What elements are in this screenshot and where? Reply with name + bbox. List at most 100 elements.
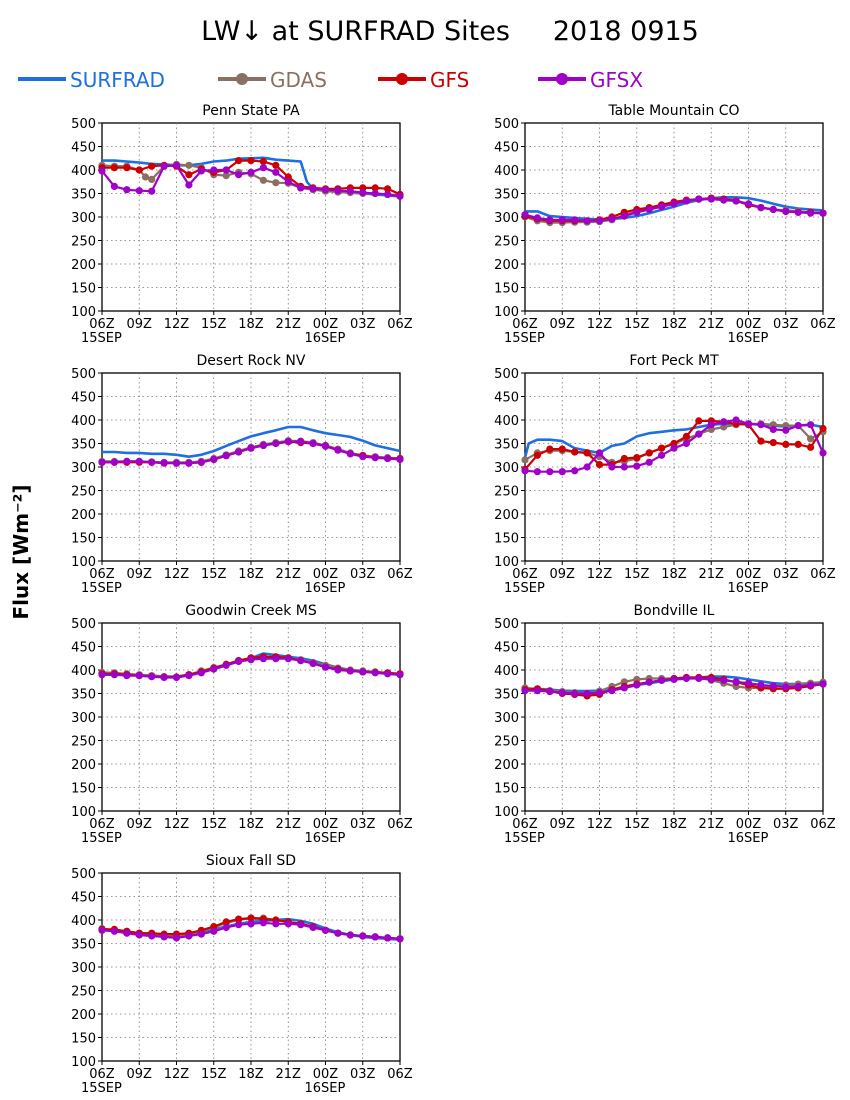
- y-tick-label: 200: [71, 258, 96, 273]
- data-point: [384, 454, 392, 463]
- x-tick-label: 00Z: [736, 567, 762, 582]
- data-point: [371, 189, 379, 198]
- data-point: [284, 438, 292, 446]
- x-date-label: 15SEP: [81, 581, 122, 596]
- data-point: [160, 673, 168, 682]
- x-tick-label: 12Z: [164, 1067, 190, 1082]
- x-date-label: 16SEP: [728, 581, 769, 596]
- x-tick-label: 06Z: [89, 317, 115, 332]
- x-tick-label: 06Z: [512, 817, 538, 832]
- data-point: [222, 166, 230, 174]
- x-tick-label: 00Z: [736, 817, 762, 832]
- data-point: [396, 935, 404, 943]
- data-point: [247, 157, 255, 165]
- y-tick-label: 300: [494, 711, 519, 726]
- data-point: [259, 157, 267, 166]
- data-point: [185, 672, 193, 680]
- data-point: [334, 446, 342, 454]
- data-point: [807, 681, 815, 689]
- panel-desert-rock-nv: Desert Rock NV 100 150 200 250 300 350 400 450 50…: [71, 353, 413, 596]
- data-point: [757, 437, 765, 445]
- y-tick-label: 200: [71, 508, 96, 523]
- y-tick-label: 400: [71, 164, 96, 179]
- x-tick-label: 09Z: [127, 567, 153, 582]
- y-tick-label: 450: [494, 641, 519, 656]
- data-point: [148, 458, 156, 466]
- data-point: [744, 200, 753, 208]
- data-point: [819, 424, 827, 433]
- series-gfsx: [98, 161, 404, 200]
- y-tick-label: 100: [71, 805, 96, 820]
- x-tick-label: 09Z: [127, 1067, 153, 1082]
- data-point: [757, 204, 765, 212]
- data-point: [620, 212, 628, 220]
- data-point: [670, 200, 678, 208]
- x-tick-label: 15Z: [624, 317, 650, 332]
- data-point: [757, 681, 765, 689]
- series-gfsx: [98, 655, 404, 682]
- panel-goodwin-creek-ms: Goodwin Creek MS 100 150 200 250 300 350 400 450…: [71, 603, 413, 846]
- data-point: [247, 168, 255, 176]
- y-tick-label: 300: [71, 711, 96, 726]
- data-point: [160, 162, 168, 170]
- x-tick-label: 18Z: [238, 317, 264, 332]
- y-tick-label: 100: [494, 305, 519, 320]
- data-point: [695, 430, 703, 438]
- data-point: [222, 923, 230, 932]
- data-point: [744, 679, 753, 687]
- series-gfsx: [521, 416, 827, 476]
- data-point: [309, 185, 317, 193]
- x-tick-label: 18Z: [661, 817, 687, 832]
- legend-item-gfs: GFS: [378, 68, 469, 92]
- data-point: [521, 687, 529, 695]
- data-point: [309, 659, 317, 668]
- x-tick-label: 21Z: [699, 817, 725, 832]
- panel-bondville-il: Bondville IL 100 150 200 250 300 350 400 450 500 0…: [494, 603, 836, 846]
- data-point: [732, 197, 740, 205]
- data-point: [819, 680, 827, 688]
- data-point: [571, 448, 579, 456]
- data-point: [521, 211, 529, 219]
- data-point: [359, 453, 367, 461]
- data-point: [359, 932, 367, 940]
- data-point: [297, 438, 305, 446]
- data-point: [98, 458, 106, 466]
- y-tick-label: 500: [71, 367, 96, 382]
- data-point: [185, 932, 193, 940]
- data-point: [235, 157, 243, 165]
- data-point: [571, 467, 579, 475]
- data-point: [794, 440, 802, 448]
- data-point: [259, 164, 267, 172]
- x-tick-label: 00Z: [736, 317, 762, 332]
- x-tick-label: 18Z: [661, 567, 687, 582]
- data-point: [123, 457, 131, 465]
- x-tick-label: 03Z: [350, 567, 376, 582]
- data-point: [645, 449, 653, 457]
- legend-marker: [236, 73, 248, 85]
- legend-item-gdas: GDAS: [218, 68, 327, 92]
- x-tick-label: 15Z: [201, 1067, 227, 1082]
- legend-label: SURFRAD: [70, 68, 165, 92]
- data-point: [769, 682, 777, 690]
- data-point: [608, 463, 616, 471]
- data-point: [682, 197, 691, 205]
- x-tick-label: 09Z: [127, 317, 153, 332]
- x-tick-label: 18Z: [238, 567, 264, 582]
- panel-table-mountain-co: Table Mountain CO 100 150 200 250 300 350 400 45…: [494, 103, 836, 346]
- x-tick-label: 06Z: [810, 317, 836, 332]
- data-point: [819, 449, 827, 457]
- data-point: [185, 181, 193, 189]
- y-tick-label: 400: [71, 914, 96, 929]
- x-tick-label: 09Z: [550, 817, 576, 832]
- data-point: [521, 467, 529, 475]
- data-point: [222, 452, 230, 460]
- data-point: [135, 672, 143, 680]
- legend-label: GFSX: [590, 68, 643, 92]
- x-tick-label: 09Z: [550, 317, 576, 332]
- y-tick-label: 350: [494, 188, 519, 203]
- y-tick-label: 150: [71, 1032, 96, 1047]
- data-point: [707, 421, 715, 429]
- y-tick-label: 500: [71, 117, 96, 132]
- data-point: [110, 927, 118, 935]
